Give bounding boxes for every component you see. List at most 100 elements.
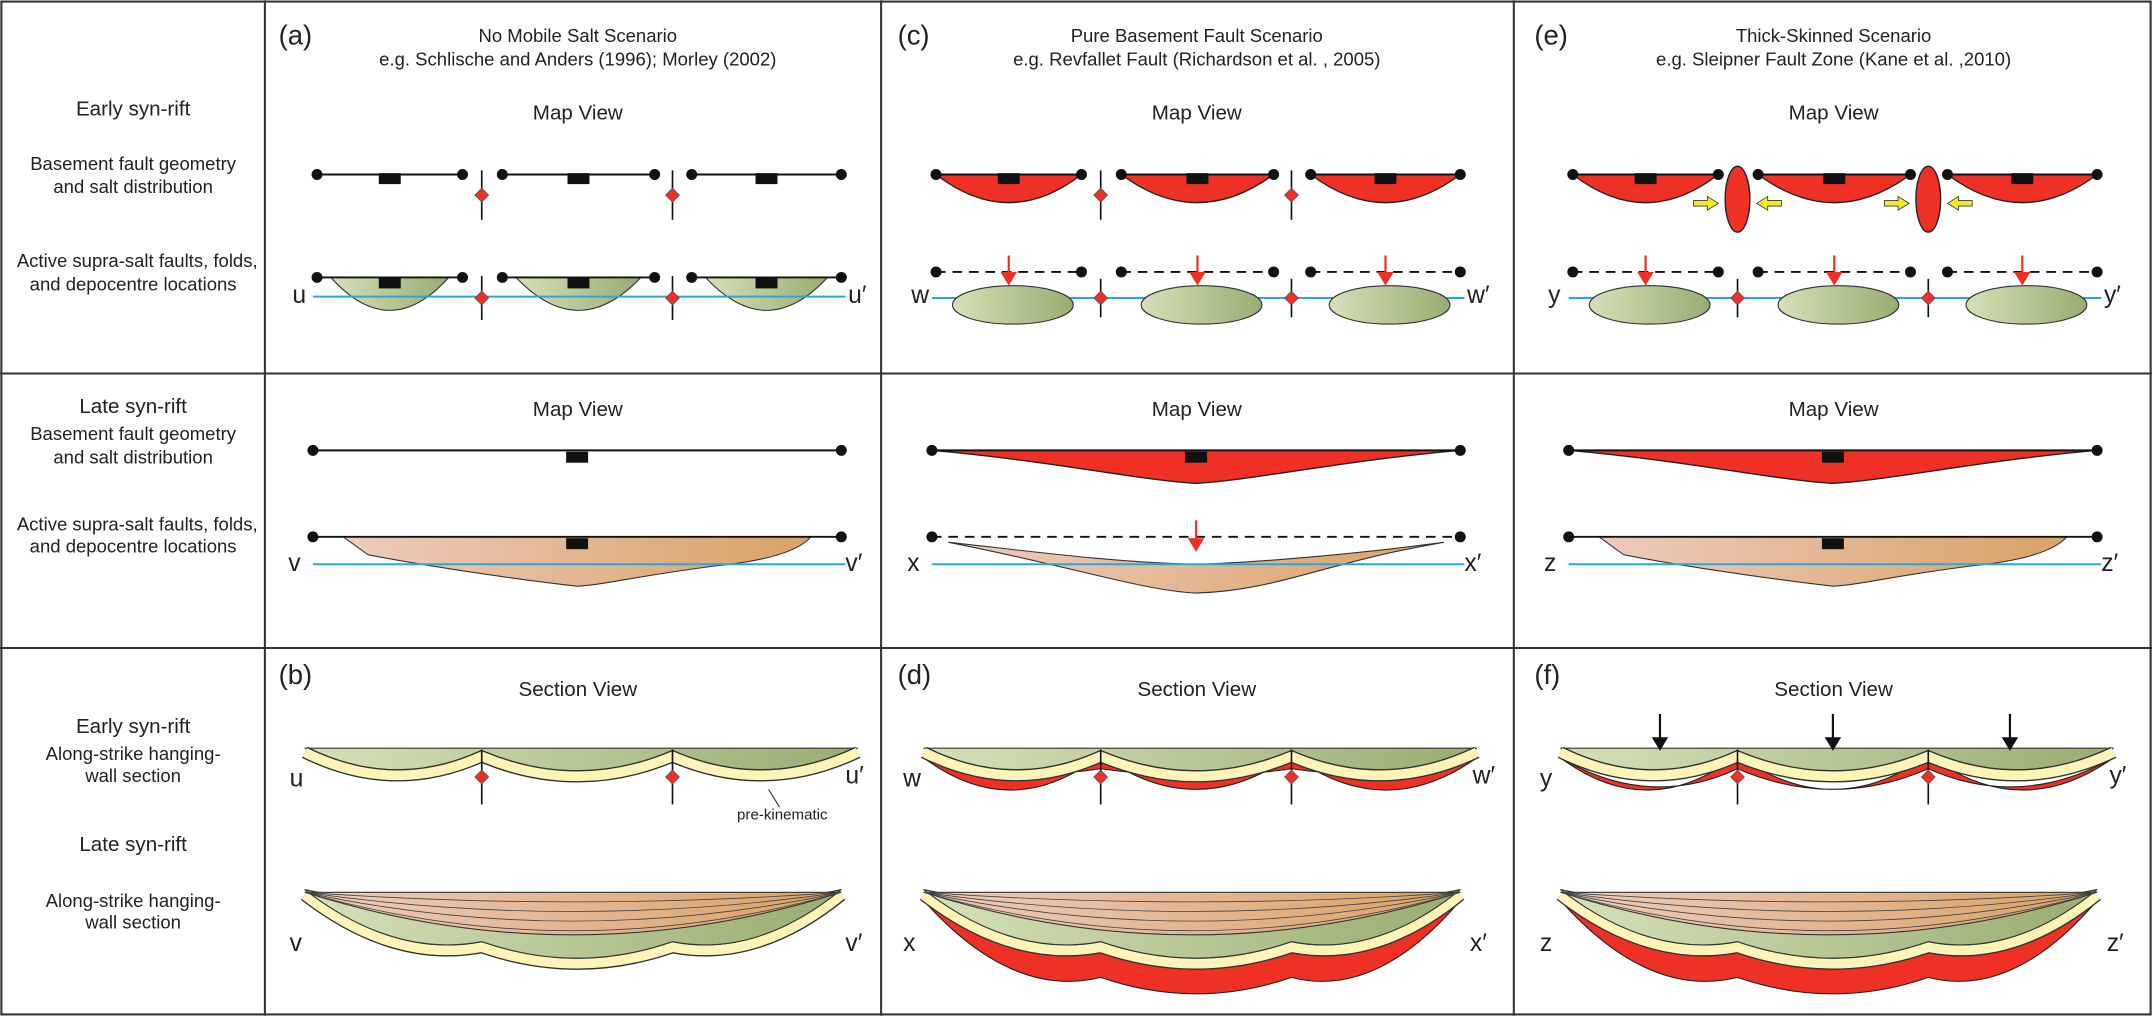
panel-label: (e) — [1534, 20, 1568, 51]
panel-label: (a) — [279, 20, 313, 51]
section-end-label: u — [292, 282, 306, 309]
section-end-label: z — [1540, 930, 1552, 957]
end-point — [312, 272, 323, 283]
row-label: and depocentre locations — [30, 274, 237, 295]
panel-label: (b) — [279, 659, 313, 690]
view-heading: Map View — [1152, 102, 1242, 125]
row-label: Active supra-salt faults, folds, — [17, 250, 258, 271]
depocentre — [1966, 286, 2087, 324]
diamond — [1731, 291, 1745, 305]
row-stage: Early syn-rift — [76, 715, 191, 738]
arrow-yellow — [1757, 196, 1782, 210]
end-point — [1455, 266, 1466, 277]
figure: Early syn-rift Basement fault geometry a… — [0, 0, 2152, 1016]
view-heading: Map View — [533, 398, 623, 421]
end-point — [649, 272, 660, 283]
arrow-head — [1188, 538, 1204, 552]
row-label: Along-strike hanging- — [46, 890, 221, 911]
section-end-label: x′ — [1464, 550, 1481, 577]
diamond — [475, 770, 489, 784]
end-point — [307, 445, 318, 456]
panel-label: (c) — [898, 20, 930, 51]
fault-block — [1823, 173, 1845, 184]
scenario-title: Thick-Skinned Scenario — [1736, 25, 1932, 46]
end-point — [1567, 266, 1578, 277]
diamond — [1094, 291, 1108, 305]
section-end-label: w — [910, 282, 929, 309]
scenario-title: Pure Basement Fault Scenario — [1071, 25, 1323, 46]
diamond — [1731, 770, 1745, 784]
salt-wall — [1916, 166, 1941, 232]
panel-label: (d) — [898, 659, 932, 690]
arrow-yellow — [1694, 196, 1719, 210]
end-point — [1305, 169, 1316, 180]
row-label: and salt distribution — [53, 176, 213, 197]
diamond — [666, 770, 680, 784]
salt-wall — [1725, 166, 1750, 232]
end-point — [1753, 169, 1764, 180]
page: { "row_labels": { "early_map": {"stage":… — [0, 0, 2152, 1016]
fault-block — [756, 173, 778, 184]
end-point — [497, 272, 508, 283]
diamond — [1094, 770, 1108, 784]
end-point — [1567, 169, 1578, 180]
end-point — [1753, 266, 1764, 277]
fault-block — [568, 277, 590, 288]
end-point — [1942, 169, 1953, 180]
arrow-head — [1826, 272, 1842, 286]
end-point — [1268, 266, 1279, 277]
row-label: Active supra-salt faults, folds, — [17, 514, 258, 535]
syn-rift-fill — [305, 748, 858, 771]
section-end-label: y — [1548, 282, 1561, 309]
scenario-title: No Mobile Salt Scenario — [478, 25, 677, 46]
fault-block — [998, 173, 1020, 184]
row-stage: Late syn-rift — [79, 833, 187, 856]
end-point — [1455, 531, 1466, 542]
section-end-label: w′ — [1466, 282, 1490, 309]
section-end-label: x — [903, 930, 916, 957]
end-point — [1713, 169, 1724, 180]
row-stage: Late syn-rift — [79, 395, 187, 418]
diamond — [1921, 291, 1935, 305]
end-point — [457, 169, 468, 180]
fault-block — [1822, 452, 1844, 463]
end-point — [926, 531, 937, 542]
fault-block — [379, 173, 401, 184]
end-point — [836, 445, 847, 456]
end-point — [1076, 169, 1087, 180]
fault-block — [1635, 173, 1657, 184]
end-point — [1713, 266, 1724, 277]
view-heading: Section View — [519, 678, 638, 701]
view-heading: Map View — [1789, 102, 1879, 125]
view-heading: Section View — [1137, 678, 1256, 701]
section-end-label: w — [902, 765, 921, 792]
end-point — [1455, 169, 1466, 180]
end-point — [836, 169, 847, 180]
section-end-label: y — [1540, 765, 1553, 792]
end-point — [1305, 266, 1316, 277]
diamond — [666, 291, 680, 305]
syn-rift-fill — [924, 748, 1477, 771]
row-label: Basement fault geometry — [30, 153, 237, 174]
scenario-reference: e.g. Schlische and Anders (1996); Morley… — [379, 48, 776, 69]
scenario-reference: e.g. Sleipner Fault Zone (Kane et al. ,2… — [1656, 48, 2011, 69]
end-point — [2092, 445, 2103, 456]
end-point — [457, 272, 468, 283]
section-end-label: v — [288, 550, 301, 577]
row-label: wall section — [84, 765, 181, 786]
frame — [0, 0, 2152, 1016]
section-end-label: x′ — [1470, 930, 1487, 957]
end-point — [1563, 445, 1574, 456]
end-point — [1563, 531, 1574, 542]
section-end-label: w′ — [1472, 763, 1496, 790]
view-heading: Section View — [1774, 678, 1893, 701]
end-point — [1116, 266, 1127, 277]
view-heading: Map View — [533, 102, 623, 125]
annotation: pre-kinematic — [737, 806, 828, 823]
end-point — [686, 272, 697, 283]
fault-block — [1185, 452, 1207, 463]
fault-block — [566, 538, 588, 549]
section-end-label: y′ — [2104, 282, 2121, 309]
arrow-head — [1377, 272, 1393, 286]
annotation-leader — [769, 789, 780, 807]
